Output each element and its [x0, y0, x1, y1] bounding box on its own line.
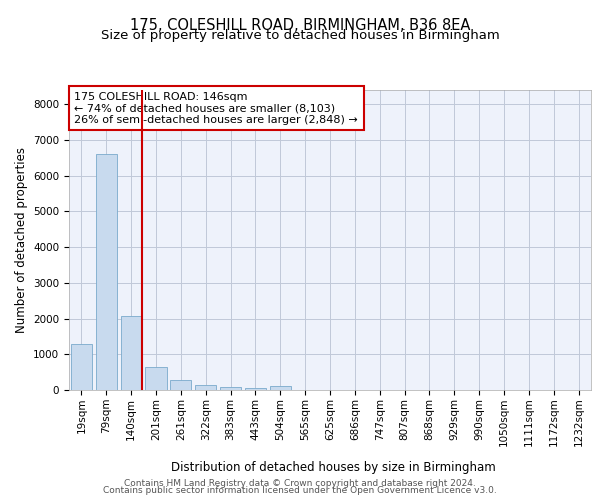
- Text: 175 COLESHILL ROAD: 146sqm
← 74% of detached houses are smaller (8,103)
26% of s: 175 COLESHILL ROAD: 146sqm ← 74% of deta…: [74, 92, 358, 124]
- Text: Size of property relative to detached houses in Birmingham: Size of property relative to detached ho…: [101, 29, 499, 42]
- Bar: [220, 387, 241, 390]
- Text: Contains HM Land Registry data © Crown copyright and database right 2024.: Contains HM Land Registry data © Crown c…: [124, 478, 476, 488]
- Bar: [145, 367, 167, 390]
- Bar: [170, 380, 191, 390]
- Bar: [71, 344, 92, 390]
- Bar: [195, 384, 216, 390]
- Bar: [245, 388, 266, 390]
- Bar: [96, 154, 117, 390]
- Text: Contains public sector information licensed under the Open Government Licence v3: Contains public sector information licen…: [103, 486, 497, 495]
- Y-axis label: Number of detached properties: Number of detached properties: [14, 147, 28, 333]
- Bar: [270, 386, 291, 390]
- Bar: [121, 316, 142, 390]
- Text: 175, COLESHILL ROAD, BIRMINGHAM, B36 8EA: 175, COLESHILL ROAD, BIRMINGHAM, B36 8EA: [130, 18, 470, 32]
- Text: Distribution of detached houses by size in Birmingham: Distribution of detached houses by size …: [170, 461, 496, 474]
